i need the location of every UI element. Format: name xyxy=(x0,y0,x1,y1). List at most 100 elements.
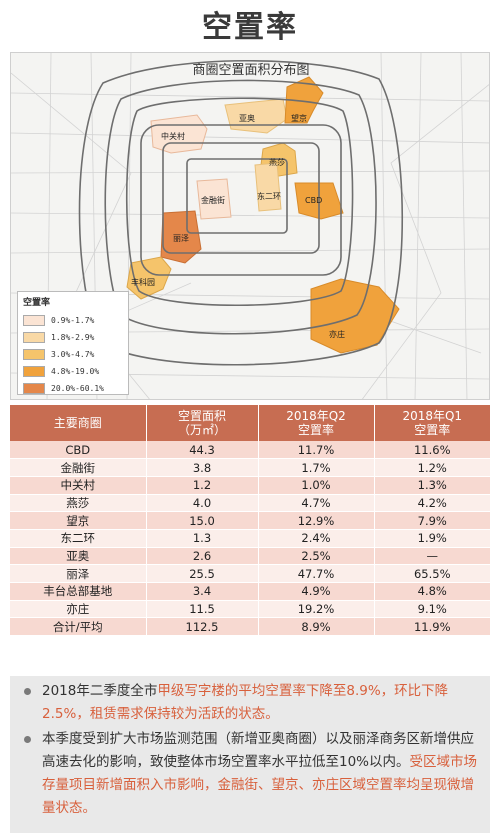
legend-item: 0.9%-1.7% xyxy=(23,312,123,329)
legend-swatch xyxy=(23,349,45,360)
table-header-row: 主要商圈 空置面积 （万㎡） 2018年Q2 空置率 2018年Q1 空置率 xyxy=(10,405,490,441)
label-zhongguancun: 中关村 xyxy=(161,131,185,141)
notes-panel: 2018年二季度全市甲级写字楼的平均空置率下降至8.9%，环比下降2.5%，租赁… xyxy=(10,676,490,833)
table-row: 合计/平均 112.5 8.9% 11.9% xyxy=(10,617,490,637)
cell-vacant-area: 2.6 xyxy=(146,547,259,566)
page-title: 空置率 xyxy=(202,10,298,45)
legend-swatch xyxy=(23,315,45,326)
cell-district: 亦庄 xyxy=(10,600,147,619)
cell-vacant-area: 25.5 xyxy=(146,564,259,583)
label-yansha: 燕莎 xyxy=(269,157,285,167)
cell-q1-rate: — xyxy=(374,547,490,566)
vacancy-table: 主要商圈 空置面积 （万㎡） 2018年Q2 空置率 2018年Q1 空置率 CBD 4… xyxy=(10,405,490,637)
label-lize: 丽泽 xyxy=(173,234,189,243)
cell-q2-rate: 12.9% xyxy=(258,511,375,530)
cell-q2-rate: 47.7% xyxy=(258,564,375,583)
cell-q1-rate: 1.2% xyxy=(374,458,490,477)
cell-q2-rate: 1.7% xyxy=(258,458,375,477)
cell-vacant-area: 112.5 xyxy=(146,617,259,637)
map-legend: 空置率 0.9%-1.7% 1.8%-2.9% 3.0%-4.7% 4.8%-1… xyxy=(17,291,129,395)
table-row: 燕莎 4.0 4.7% 4.2% xyxy=(10,494,490,513)
legend-swatch xyxy=(23,332,45,343)
cell-q2-rate: 4.7% xyxy=(258,494,375,513)
district-jinrongjie xyxy=(196,178,232,220)
cell-q2-rate: 4.9% xyxy=(258,582,375,601)
bullet-icon xyxy=(24,736,31,743)
cell-q1-rate: 65.5% xyxy=(374,564,490,583)
ring-roads xyxy=(78,59,404,366)
cell-district: 合计/平均 xyxy=(10,617,147,637)
cell-q1-rate: 11.9% xyxy=(374,617,490,637)
cell-q2-rate: 19.2% xyxy=(258,600,375,619)
cell-q2-rate: 11.7% xyxy=(258,441,375,460)
legend-item: 20.0%-60.1% xyxy=(23,380,123,397)
cell-district: 东二环 xyxy=(10,529,147,548)
table-row: 亦庄 11.5 19.2% 9.1% xyxy=(10,600,490,619)
label-fengtai: 丰科园 xyxy=(131,277,155,287)
legend-item: 1.8%-2.9% xyxy=(23,329,123,346)
cell-vacant-area: 3.8 xyxy=(146,458,259,477)
cell-vacant-area: 15.0 xyxy=(146,511,259,530)
bullet-icon xyxy=(24,688,31,695)
cell-district: 亚奥 xyxy=(10,547,147,566)
cell-district: 金融街 xyxy=(10,458,147,477)
table-body: CBD 44.3 11.7% 11.6% 金融街 3.8 1.7% 1.2% 中关村 1.2 1.0… xyxy=(10,441,490,637)
table-row: 东二环 1.3 2.4% 1.9% xyxy=(10,529,490,548)
legend-label: 4.8%-19.0% xyxy=(51,367,100,376)
cell-q1-rate: 1.9% xyxy=(374,529,490,548)
district-wangjing xyxy=(284,76,324,124)
legend-label: 1.8%-2.9% xyxy=(51,333,95,342)
cell-vacant-area: 11.5 xyxy=(146,600,259,619)
district-dongerhuan xyxy=(254,162,282,212)
cell-vacant-area: 1.2 xyxy=(146,476,259,495)
legend-swatch xyxy=(23,366,45,377)
table-row: CBD 44.3 11.7% 11.6% xyxy=(10,441,490,460)
cell-vacant-area: 3.4 xyxy=(146,582,259,601)
legend-label: 0.9%-1.7% xyxy=(51,316,95,325)
cell-vacant-area: 4.0 xyxy=(146,494,259,513)
header-vacant-area: 空置面积 （万㎡） xyxy=(146,405,259,441)
legend-item: 4.8%-19.0% xyxy=(23,363,123,380)
legend-item: 3.0%-4.7% xyxy=(23,346,123,363)
cell-q1-rate: 4.2% xyxy=(374,494,490,513)
table-row: 金融街 3.8 1.7% 1.2% xyxy=(10,458,490,477)
label-dongerhuan: 东二环 xyxy=(257,191,281,201)
cell-district: 丰台总部基地 xyxy=(10,582,147,601)
header-q1-rate: 2018年Q1 空置率 xyxy=(374,405,490,441)
header-q2-rate: 2018年Q2 空置率 xyxy=(258,405,375,441)
cell-q1-rate: 7.9% xyxy=(374,511,490,530)
cell-q2-rate: 8.9% xyxy=(258,617,375,637)
label-yizhuang: 亦庄 xyxy=(329,329,345,339)
table-row: 丰台总部基地 3.4 4.9% 4.8% xyxy=(10,582,490,601)
label-wangjing: 望京 xyxy=(291,113,307,123)
legend-label: 20.0%-60.1% xyxy=(51,384,104,393)
vacancy-map: 中关村 亚奥 望京 燕莎 金融街 东二环 CBD 丽泽 丰科园 亦庄 商圈空置面… xyxy=(10,52,490,400)
legend-title: 空置率 xyxy=(23,298,51,308)
cell-district: 中关村 xyxy=(10,476,147,495)
legend-label: 3.0%-4.7% xyxy=(51,350,95,359)
table-row: 中关村 1.2 1.0% 1.3% xyxy=(10,476,490,495)
cell-q1-rate: 11.6% xyxy=(374,441,490,460)
cell-district: 丽泽 xyxy=(10,564,147,583)
map-title: 商圈空置面积分布图 xyxy=(192,63,310,78)
cell-q2-rate: 1.0% xyxy=(258,476,375,495)
note-item: 2018年二季度全市甲级写字楼的平均空置率下降至8.9%，环比下降2.5%，租赁… xyxy=(22,680,482,726)
cell-vacant-area: 1.3 xyxy=(146,529,259,548)
cell-q2-rate: 2.4% xyxy=(258,529,375,548)
legend-swatch xyxy=(23,383,45,394)
cell-district: 望京 xyxy=(10,511,147,530)
label-yaoao: 亚奥 xyxy=(239,113,255,123)
table-row: 丽泽 25.5 47.7% 65.5% xyxy=(10,564,490,583)
district-lize xyxy=(160,210,202,264)
table-row: 亚奥 2.6 2.5% — xyxy=(10,547,490,566)
label-jinrongjie: 金融街 xyxy=(201,195,225,205)
cell-district: 燕莎 xyxy=(10,494,147,513)
cell-q1-rate: 1.3% xyxy=(374,476,490,495)
header-district: 主要商圈 xyxy=(10,405,147,441)
cell-q1-rate: 4.8% xyxy=(374,582,490,601)
table-row: 望京 15.0 12.9% 7.9% xyxy=(10,511,490,530)
cell-q2-rate: 2.5% xyxy=(258,547,375,566)
note-item: 本季度受到扩大市场监测范围（新增亚奥商圈）以及丽泽商务区新增供应高速去化的影响，… xyxy=(22,728,482,820)
district-yaoao xyxy=(224,98,288,134)
label-cbd: CBD xyxy=(305,196,322,205)
